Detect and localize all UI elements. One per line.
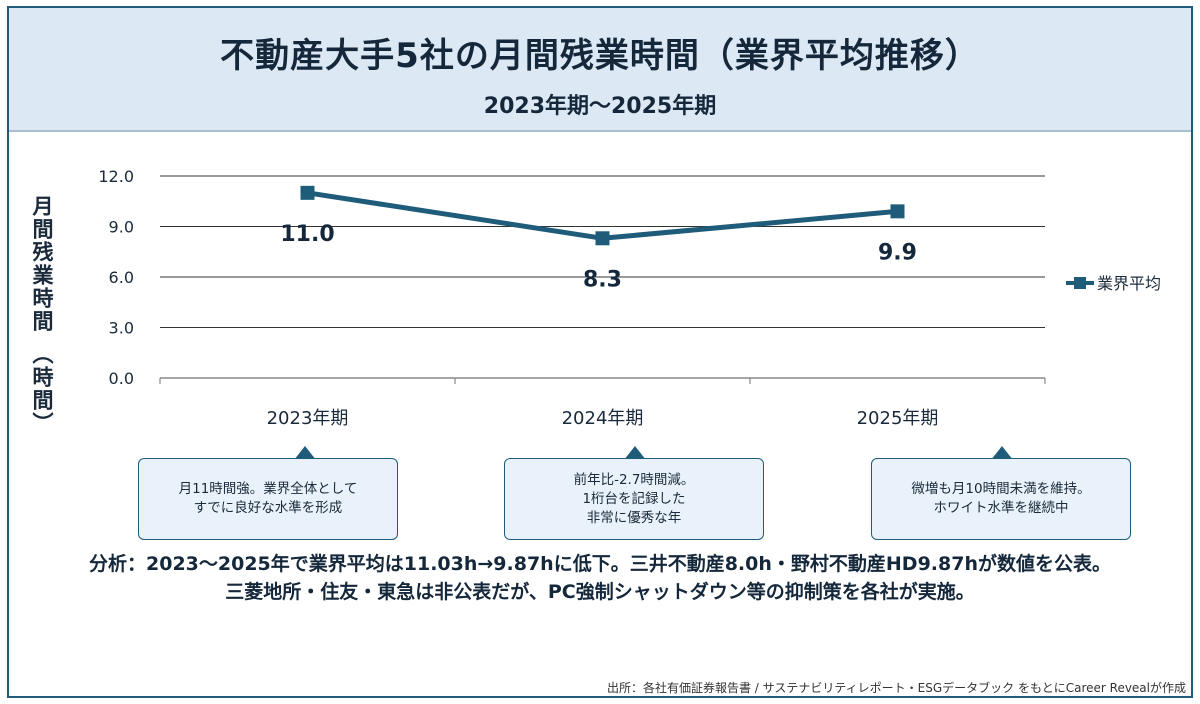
analysis-line-1: 分析：2023〜2025年で業界平均は11.03h→9.87hに低下。三井不動産…	[89, 553, 1111, 575]
x-tick-label: 2025年期	[857, 408, 939, 429]
legend-square-marker	[1074, 277, 1086, 289]
callout-2025: 微増も月10時間未満を維持。 ホワイト水準を継続中	[871, 458, 1131, 540]
data-point	[595, 231, 610, 246]
chart-frame: 不動産大手5社の月間残業時間（業界平均推移） 2023年期〜2025年期	[7, 6, 1193, 698]
data-point	[890, 204, 905, 219]
callout-pointer-2023	[294, 446, 316, 460]
y-tick-label: 9.0	[109, 218, 134, 237]
series-group: 11.0 8.3 9.9	[280, 185, 917, 292]
y-axis-label: 月間残業時間 （時間）	[24, 195, 60, 435]
data-label: 9.9	[878, 240, 917, 265]
header-band: 不動産大手5社の月間残業時間（業界平均推移） 2023年期〜2025年期	[9, 8, 1191, 132]
callout-2023: 月11時間強。業界全体として すでに良好な水準を形成	[138, 458, 398, 540]
y-tick-label: 6.0	[109, 268, 134, 287]
analysis-text: 分析：2023〜2025年で業界平均は11.03h→9.87hに低下。三井不動産…	[0, 550, 1200, 606]
y-tick-label: 3.0	[109, 319, 134, 338]
grid-lines	[160, 175, 1045, 328]
x-tick-label: 2024年期	[562, 408, 644, 429]
callout-pointer-2025	[991, 446, 1013, 460]
data-label: 11.0	[280, 222, 334, 247]
data-point	[300, 185, 315, 200]
legend: 業界平均	[1066, 274, 1161, 293]
chart-title: 不動産大手5社の月間残業時間（業界平均推移）	[220, 36, 980, 76]
y-tick-label: 12.0	[98, 167, 134, 186]
x-tick-label: 2023年期	[267, 408, 349, 429]
y-axis-label-main: 月間残業時間	[30, 195, 54, 333]
analysis-line-2: 三菱地所・住友・東急は非公表だが、PC強制シャットダウン等の抑制策を各社が実施。	[225, 581, 975, 603]
y-tick-labels: 0.0 3.0 6.0 9.0 12.0	[98, 167, 134, 388]
y-axis-label-unit: （時間）	[30, 343, 54, 435]
data-label: 8.3	[583, 267, 622, 292]
callout-2024: 前年比-2.7時間減。 1桁台を記録した 非常に優秀な年	[504, 458, 764, 540]
chart-subtitle: 2023年期〜2025年期	[483, 94, 717, 119]
legend-label: 業界平均	[1097, 274, 1161, 293]
callout-pointer-2024	[624, 446, 646, 460]
y-tick-label: 0.0	[109, 369, 134, 388]
x-axis: 2023年期 2024年期 2025年期	[159, 377, 1046, 429]
source-note: 出所：各社有価証券報告書 / サステナビリティレポート・ESGデータブック をも…	[606, 681, 1186, 695]
